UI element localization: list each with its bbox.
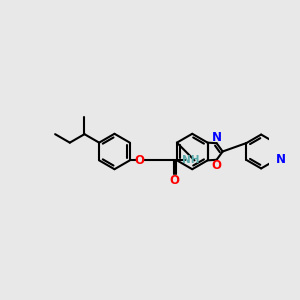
Text: N: N	[212, 130, 222, 144]
Text: O: O	[169, 174, 179, 187]
Text: NH: NH	[182, 155, 200, 165]
Text: O: O	[135, 154, 145, 167]
Text: N: N	[276, 154, 286, 166]
Text: O: O	[212, 159, 222, 172]
